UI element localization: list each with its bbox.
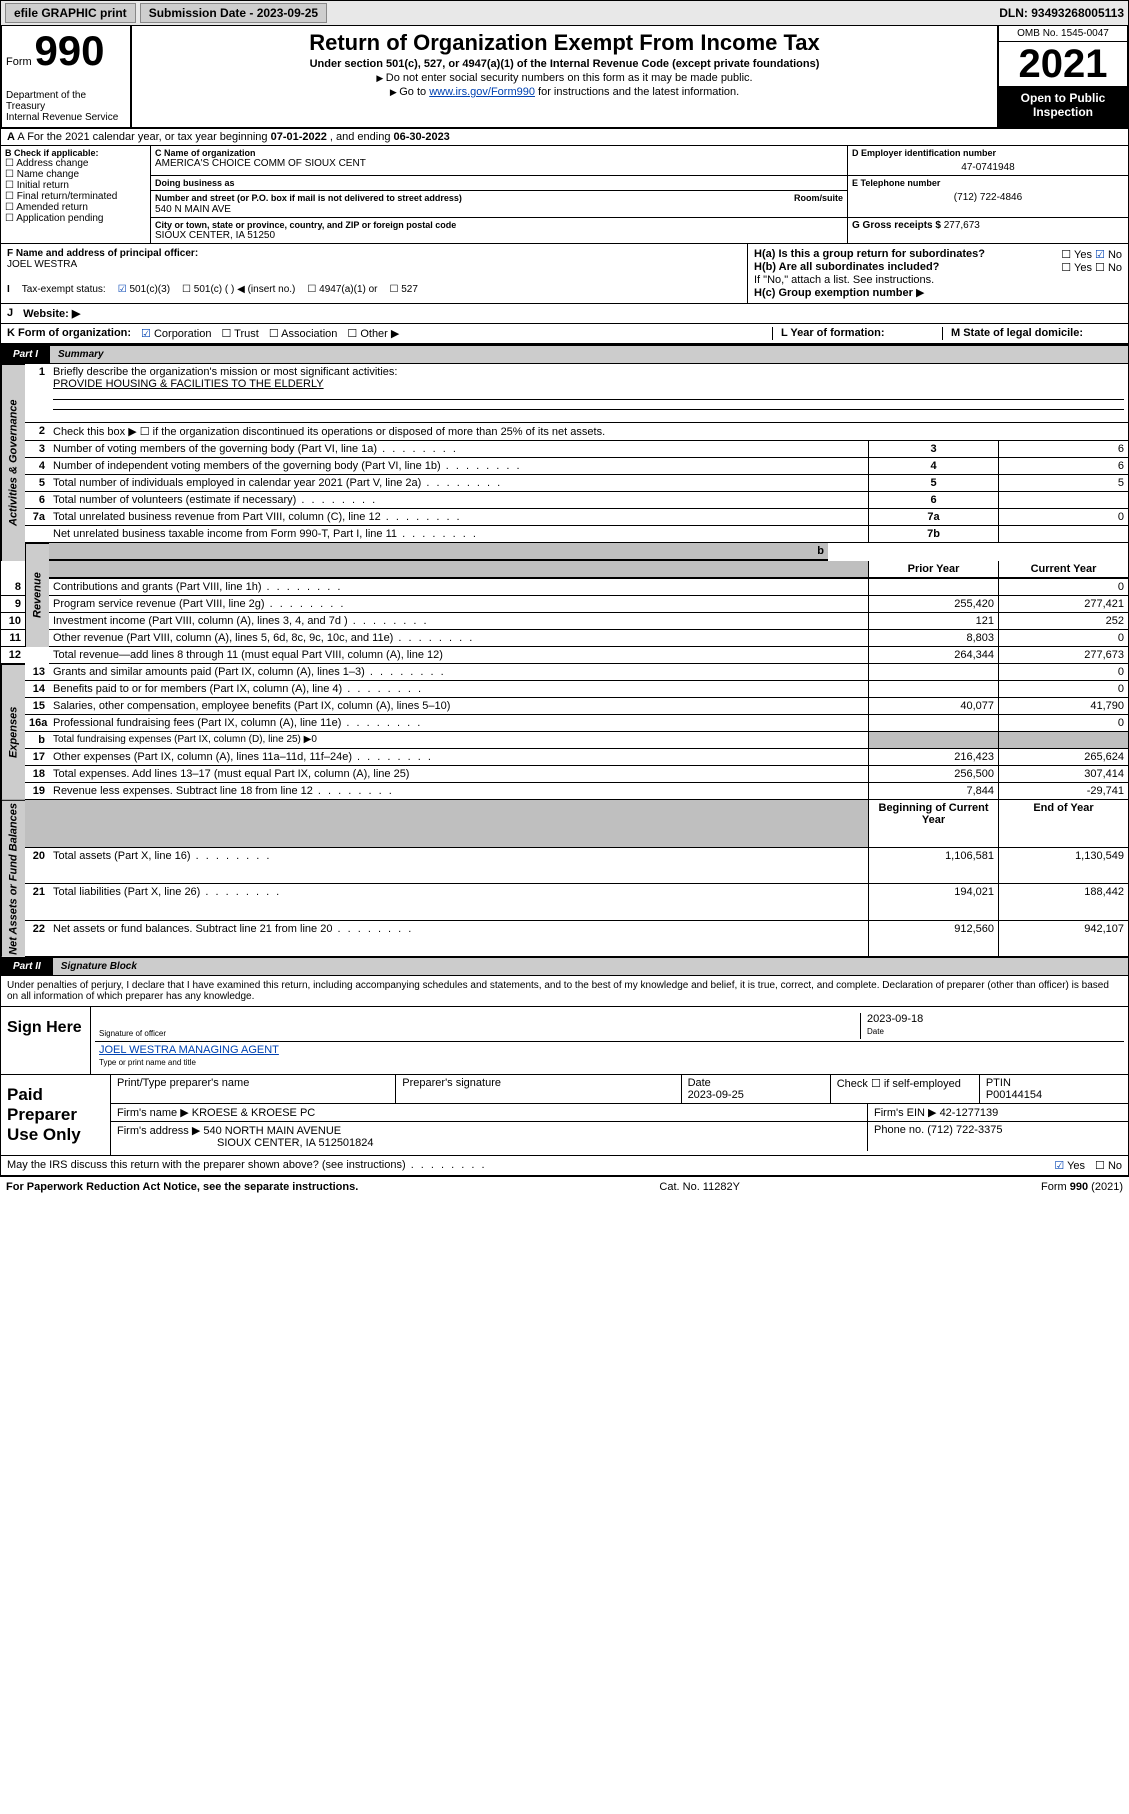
gross-receipts: 277,673 (944, 220, 980, 231)
chk-amended[interactable]: Amended return (5, 202, 146, 213)
sign-here-label: Sign Here (1, 1007, 91, 1074)
footer-right: Form 990 (2021) (1041, 1181, 1123, 1193)
chk-app-pending[interactable]: Application pending (5, 213, 146, 224)
room-label: Room/suite (794, 193, 843, 203)
org-info-grid: B Check if applicable: Address change Na… (0, 146, 1129, 244)
street-address: 540 N MAIN AVE (155, 204, 843, 215)
form-word: Form (6, 56, 32, 68)
hb-note: If "No," attach a list. See instructions… (754, 274, 1122, 286)
c-name-label: C Name of organization (155, 148, 843, 158)
summary-grid: Activities & Governance 1 Briefly descri… (0, 364, 1129, 957)
chk-527[interactable]: 527 (390, 284, 418, 295)
city-label: City or town, state or province, country… (155, 220, 843, 230)
irs-label: Internal Revenue Service (6, 112, 126, 123)
officer-name: JOEL WESTRA (7, 259, 741, 270)
chk-501c3[interactable]: 501(c)(3) (118, 284, 170, 295)
mission: PROVIDE HOUSING & FACILITIES TO THE ELDE… (53, 378, 324, 390)
chk-final-return[interactable]: Final return/terminated (5, 191, 146, 202)
part-2-header: Part II Signature Block (0, 957, 1129, 976)
m-label: M State of legal domicile: (951, 327, 1083, 339)
side-activities: Activities & Governance (1, 364, 25, 561)
discuss-yes[interactable]: Yes (1054, 1159, 1085, 1172)
header-note-1: Do not enter social security numbers on … (140, 72, 989, 84)
row-a: A A For the 2021 calendar year, or tax y… (0, 129, 1129, 146)
omb-number: OMB No. 1545-0047 (999, 26, 1127, 42)
chk-name-change[interactable]: Name change (5, 169, 146, 180)
phone-value: (712) 722-4846 (852, 188, 1124, 203)
signature-intro: Under penalties of perjury, I declare th… (0, 976, 1129, 1007)
paid-preparer-block: Paid Preparer Use Only Print/Type prepar… (0, 1075, 1129, 1156)
ein-value: 47-0741948 (852, 158, 1124, 173)
ha-label: H(a) Is this a group return for subordin… (754, 248, 985, 260)
side-revenue: Revenue (25, 543, 49, 647)
col-prior: Prior Year (868, 561, 998, 579)
paid-prep-label: Paid Preparer Use Only (1, 1075, 111, 1155)
discuss-row: May the IRS discuss this return with the… (0, 1156, 1129, 1176)
e-phone-label: E Telephone number (852, 178, 1124, 188)
chk-501c[interactable]: 501(c) ( ) ◀ (insert no.) (182, 284, 295, 295)
form-title: Return of Organization Exempt From Incom… (140, 30, 989, 56)
ha-no[interactable]: No (1095, 249, 1122, 261)
g-receipts-label: G Gross receipts $ (852, 220, 941, 231)
q2: Check this box ▶ ☐ if the organization d… (49, 423, 1128, 441)
officer-name-link[interactable]: JOEL WESTRA MANAGING AGENT (99, 1044, 279, 1056)
chk-assoc[interactable]: Association (269, 327, 338, 340)
chk-corp[interactable]: Corporation (141, 327, 211, 340)
discuss-no[interactable]: No (1095, 1159, 1122, 1172)
l-label: L Year of formation: (781, 327, 885, 339)
hc-label: H(c) Group exemption number (754, 287, 913, 299)
page-footer: For Paperwork Reduction Act Notice, see … (0, 1176, 1129, 1197)
submission-date: Submission Date - 2023-09-25 (140, 3, 327, 23)
hb-no[interactable]: No (1095, 262, 1122, 274)
irs-link[interactable]: www.irs.gov/Form990 (429, 86, 535, 98)
footer-mid: Cat. No. 11282Y (659, 1181, 740, 1193)
sign-here-block: Sign Here Signature of officer 2023-09-1… (0, 1007, 1129, 1075)
side-expenses: Expenses (1, 664, 25, 800)
header-note-2: Go to www.irs.gov/Form990 for instructio… (140, 86, 989, 98)
ha-yes[interactable]: Yes (1061, 249, 1092, 261)
f-label: F Name and address of principal officer: (7, 248, 198, 259)
col-current: Current Year (998, 561, 1128, 579)
open-public: Open to PublicInspection (999, 87, 1127, 127)
chk-initial-return[interactable]: Initial return (5, 180, 146, 191)
footer-left: For Paperwork Reduction Act Notice, see … (6, 1181, 358, 1193)
row-k: K Form of organization: Corporation Trus… (0, 324, 1129, 345)
chk-address-change[interactable]: Address change (5, 158, 146, 169)
topbar: efile GRAPHIC print Submission Date - 20… (0, 0, 1129, 26)
city-value: SIOUX CENTER, IA 51250 (155, 230, 843, 241)
box-b-title: B Check if applicable: (5, 148, 146, 158)
hb-label: H(b) Are all subordinates included? (754, 261, 939, 273)
side-netassets: Net Assets or Fund Balances (1, 800, 25, 957)
row-j: J Website: ▶ (0, 304, 1129, 324)
q1: Briefly describe the organization's miss… (53, 366, 397, 378)
dept-treasury: Department of the Treasury (6, 90, 126, 112)
j-label: Website: ▶ (23, 307, 80, 320)
f-h-block: F Name and address of principal officer:… (0, 244, 1129, 304)
col-beg: Beginning of Current Year (868, 800, 998, 848)
k-label: K Form of organization: (7, 327, 131, 339)
dln: DLN: 93493268005113 (999, 6, 1124, 20)
tax-year: 2021 (999, 42, 1127, 87)
chk-other[interactable]: Other ▶ (347, 327, 399, 340)
col-end: End of Year (998, 800, 1128, 848)
chk-trust[interactable]: Trust (221, 327, 258, 340)
form-header: Form 990 Department of the Treasury Inte… (0, 26, 1129, 129)
hb-yes[interactable]: Yes (1061, 262, 1092, 274)
addr-label: Number and street (or P.O. box if mail i… (155, 193, 462, 203)
org-name: AMERICA'S CHOICE COMM OF SIOUX CENT (155, 158, 843, 169)
form-number: 990 (34, 27, 104, 74)
chk-4947[interactable]: 4947(a)(1) or (307, 284, 377, 295)
dba-label: Doing business as (155, 178, 843, 188)
d-ein-label: D Employer identification number (852, 148, 1124, 158)
part-1-header: Part I Summary (0, 345, 1129, 364)
form-subtitle: Under section 501(c), 527, or 4947(a)(1)… (140, 58, 989, 70)
efile-btn[interactable]: efile GRAPHIC print (5, 3, 136, 23)
i-label: Tax-exempt status: (22, 284, 106, 295)
